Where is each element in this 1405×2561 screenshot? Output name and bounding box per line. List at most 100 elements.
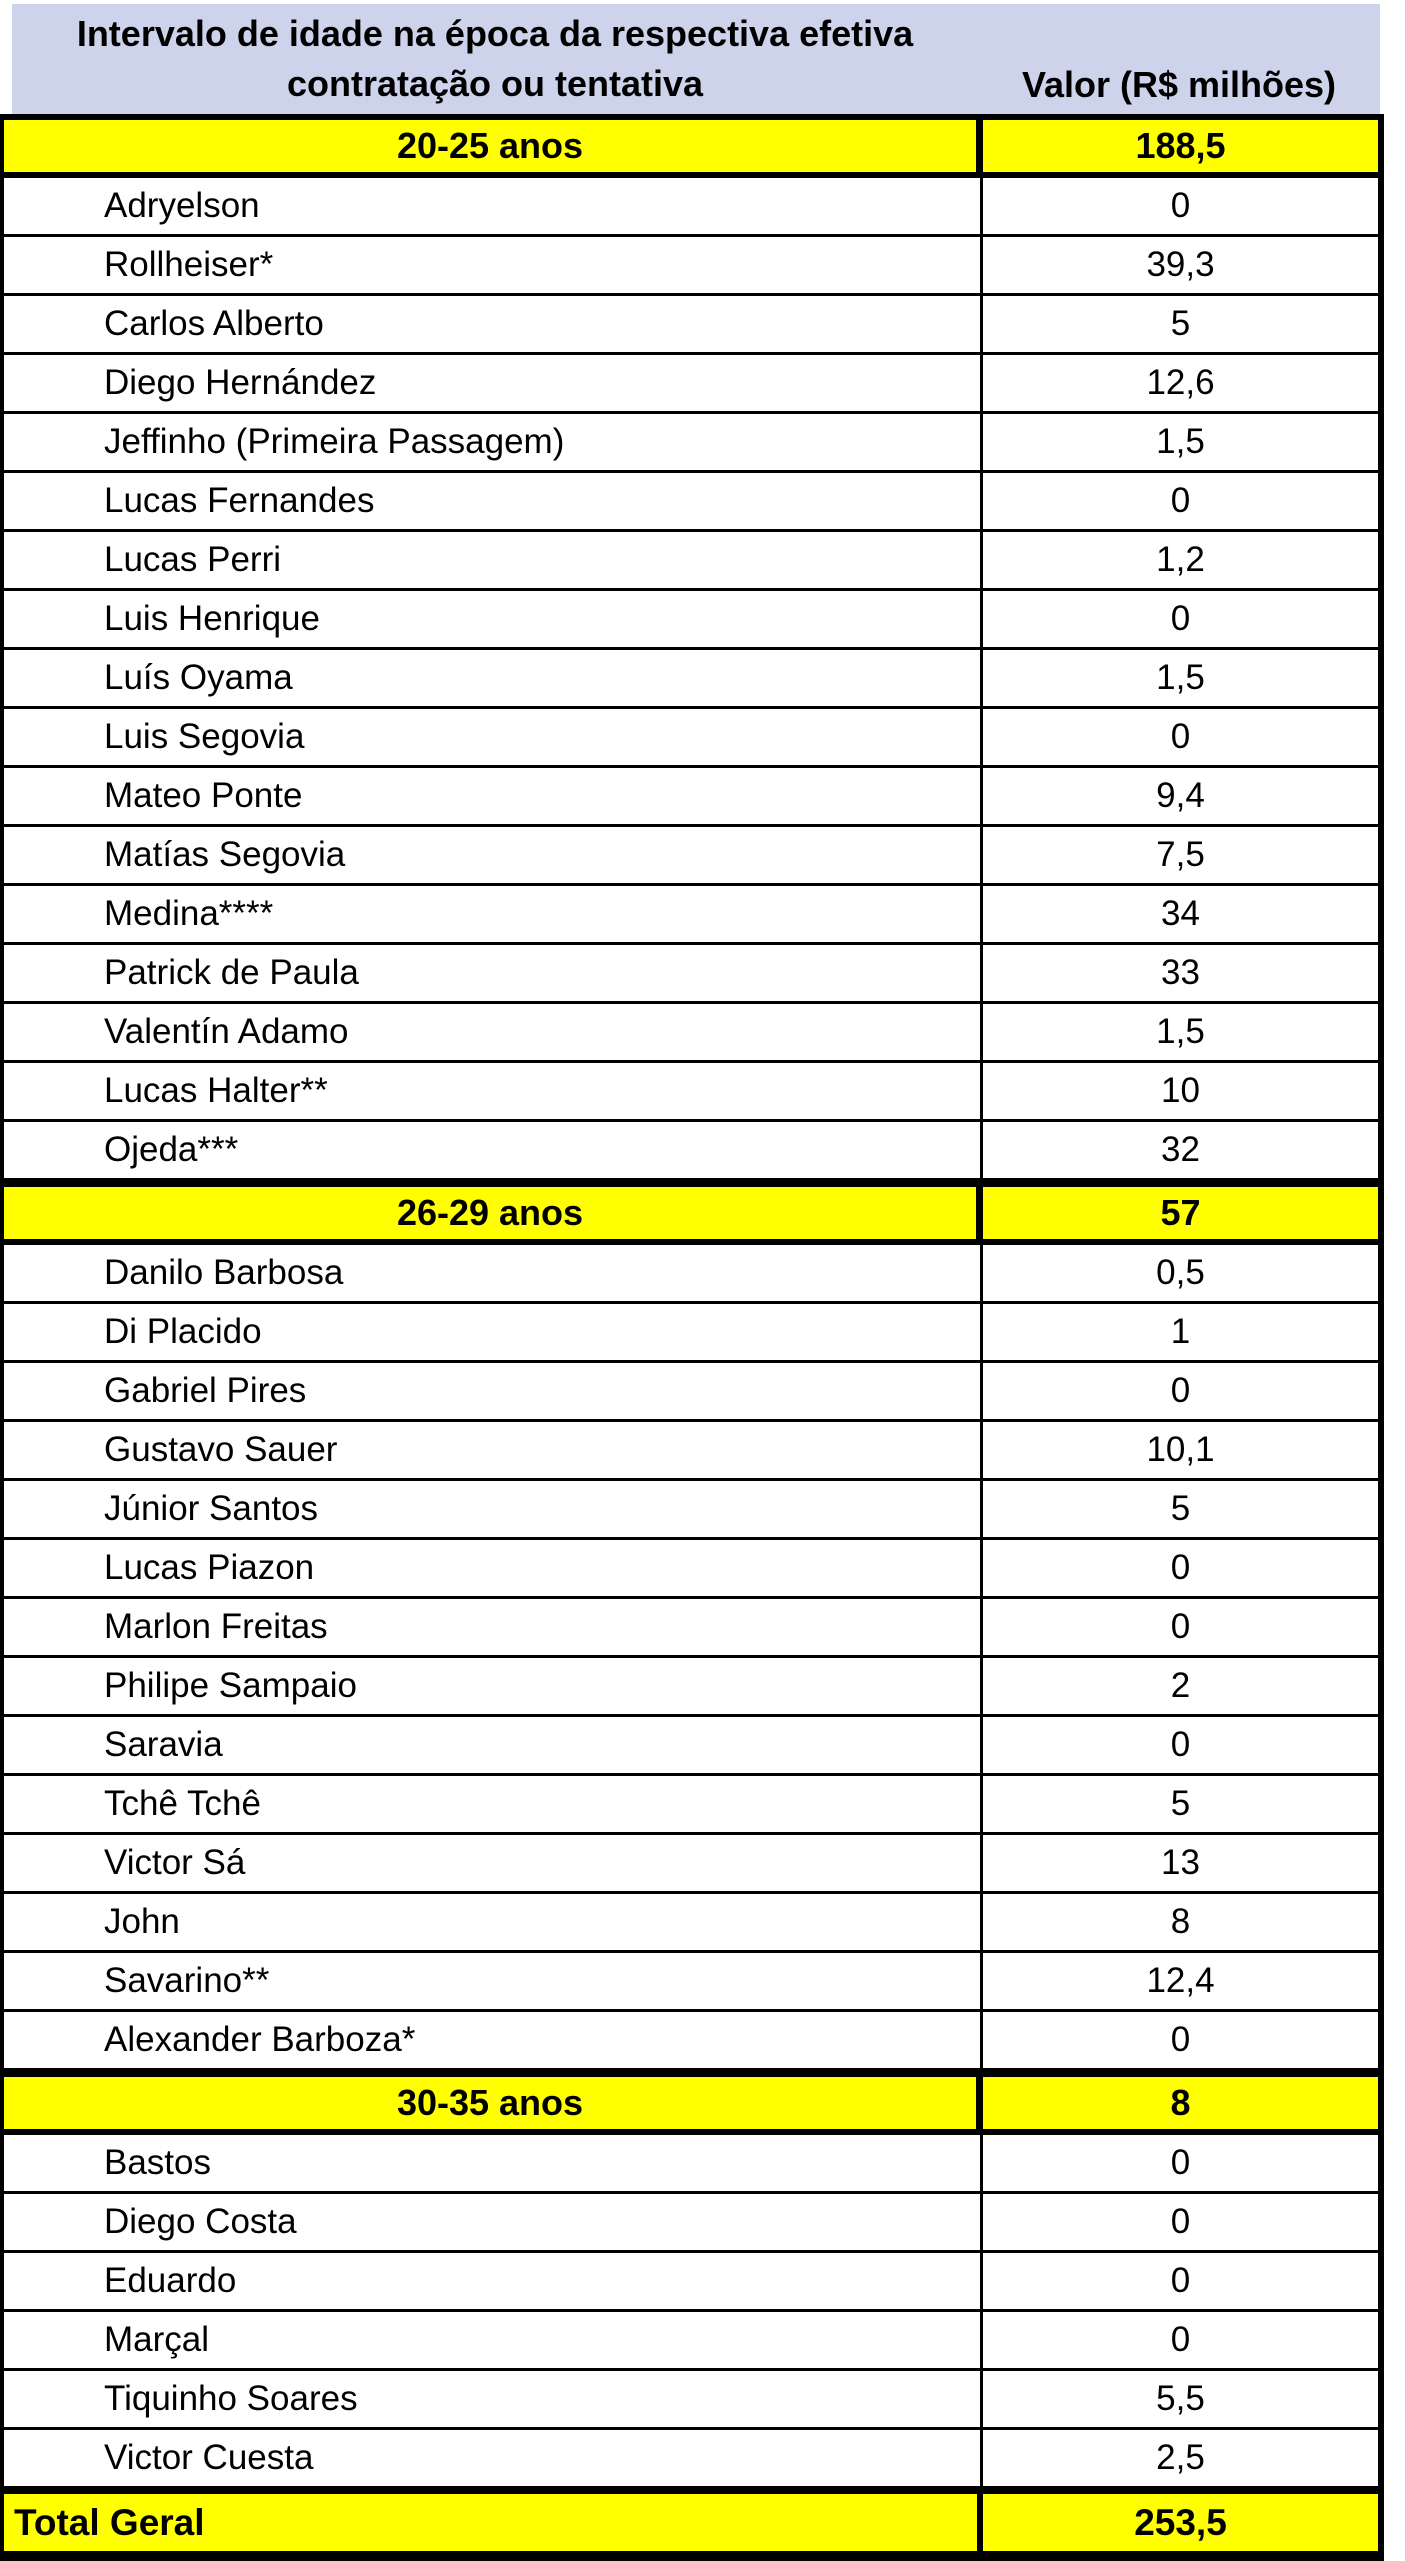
row-label: Matías Segovia: [4, 827, 983, 883]
player-row: Diego Hernández 12,6: [4, 355, 1378, 414]
player-row: Adryelson 0: [4, 178, 1378, 237]
row-label: Diego Hernández: [4, 355, 983, 411]
row-value: 1: [1170, 1312, 1191, 1351]
row-value: 2,5: [1156, 2438, 1205, 2477]
table-body: 20-25 anos 188,5 Adryelson 0 Rollheiser*…: [0, 114, 1384, 2561]
row-label: Júnior Santos: [4, 1481, 983, 1537]
row-label: Lucas Piazon: [4, 1540, 983, 1596]
row-value: 5: [1170, 304, 1191, 343]
player-row: Patrick de Paula 33: [4, 945, 1378, 1004]
row-label: Victor Cuesta: [4, 2430, 983, 2486]
row-value: 0: [1170, 186, 1191, 225]
player-row: Alexander Barboza* 0: [4, 2012, 1378, 2071]
row-label: Valentín Adamo: [4, 1004, 983, 1060]
row-value: 8: [1170, 1902, 1191, 1941]
player-row: Bastos 0: [4, 2135, 1378, 2194]
player-row: Tchê Tchê 5: [4, 1776, 1378, 1835]
row-label: 26-29 anos: [4, 1187, 983, 1239]
player-row: Mateo Ponte 9,4: [4, 768, 1378, 827]
row-label: Victor Sá: [4, 1835, 983, 1891]
row-label: Savarino**: [4, 1953, 983, 2009]
row-value: 8: [1170, 2082, 1191, 2123]
player-row: Júnior Santos 5: [4, 1481, 1378, 1540]
row-label: Luis Segovia: [4, 709, 983, 765]
player-row: Victor Cuesta 2,5: [4, 2430, 1378, 2489]
player-row: Marçal 0: [4, 2312, 1378, 2371]
player-row: Eduardo 0: [4, 2253, 1378, 2312]
row-value: 1,5: [1156, 422, 1205, 461]
player-row: Lucas Piazon 0: [4, 1540, 1378, 1599]
row-value: 57: [1160, 1192, 1201, 1233]
row-label: John: [4, 1894, 983, 1950]
row-label: Tiquinho Soares: [4, 2371, 983, 2427]
row-value: 34: [1161, 894, 1200, 933]
section-row: 20-25 anos 188,5: [4, 114, 1378, 178]
row-value: 1,2: [1156, 540, 1205, 579]
row-value: 5: [1170, 1784, 1191, 1823]
player-row: Gabriel Pires 0: [4, 1363, 1378, 1422]
row-label: Luís Oyama: [4, 650, 983, 706]
header-interval-column: Intervalo de idade na época da respectiv…: [12, 4, 978, 114]
row-label: Marlon Freitas: [4, 1599, 983, 1655]
row-label: Adryelson: [4, 178, 983, 234]
row-label: Medina****: [4, 886, 983, 942]
row-label: 30-35 anos: [4, 2077, 983, 2129]
row-label: Gabriel Pires: [4, 1363, 983, 1419]
row-value: 32: [1161, 1130, 1200, 1169]
row-label: Carlos Alberto: [4, 296, 983, 352]
player-row: Marlon Freitas 0: [4, 1599, 1378, 1658]
row-value: 9,4: [1156, 776, 1205, 815]
player-row: John 8: [4, 1894, 1378, 1953]
row-value: 0: [1170, 2020, 1191, 2059]
player-row: Saravia 0: [4, 1717, 1378, 1776]
player-row: Ojeda*** 32: [4, 1122, 1378, 1181]
row-value: 5: [1170, 1489, 1191, 1528]
player-row: Rollheiser* 39,3: [4, 237, 1378, 296]
player-row: Gustavo Sauer 10,1: [4, 1422, 1378, 1481]
row-label: Saravia: [4, 1717, 983, 1773]
row-label: Lucas Perri: [4, 532, 983, 588]
row-value: 0: [1170, 1548, 1191, 1587]
row-value: 13: [1161, 1843, 1200, 1882]
player-row: Lucas Fernandes 0: [4, 473, 1378, 532]
row-value: 0: [1170, 2143, 1191, 2182]
player-row: Luis Henrique 0: [4, 591, 1378, 650]
header-interval-label: Intervalo de idade na época da respectiv…: [76, 13, 914, 104]
row-value: 33: [1161, 953, 1200, 992]
row-value: 0: [1170, 1725, 1191, 1764]
table-header: Intervalo de idade na época da respectiv…: [12, 4, 1380, 114]
row-label: Rollheiser*: [4, 237, 983, 293]
row-value: 0: [1170, 1607, 1191, 1646]
total-row: Total Geral 253,5: [4, 2489, 1378, 2551]
player-row: Carlos Alberto 5: [4, 296, 1378, 355]
row-value: 0: [1170, 599, 1191, 638]
row-value: 0: [1170, 717, 1191, 756]
row-value: 0: [1170, 2320, 1191, 2359]
row-label: Mateo Ponte: [4, 768, 983, 824]
row-label: Marçal: [4, 2312, 983, 2368]
player-row: Di Placido 1: [4, 1304, 1378, 1363]
player-row: Tiquinho Soares 5,5: [4, 2371, 1378, 2430]
row-value: 1,5: [1156, 1012, 1205, 1051]
player-row: Danilo Barbosa 0,5: [4, 1245, 1378, 1304]
row-label: Jeffinho (Primeira Passagem): [4, 414, 983, 470]
row-value: 1,5: [1156, 658, 1205, 697]
player-row: Luís Oyama 1,5: [4, 650, 1378, 709]
row-value: 5,5: [1156, 2379, 1205, 2418]
player-row: Diego Costa 0: [4, 2194, 1378, 2253]
row-value: 39,3: [1146, 245, 1215, 284]
row-label: Di Placido: [4, 1304, 983, 1360]
row-label: Ojeda***: [4, 1122, 983, 1178]
player-row: Jeffinho (Primeira Passagem) 1,5: [4, 414, 1378, 473]
player-row: Lucas Perri 1,2: [4, 532, 1378, 591]
player-row: Matías Segovia 7,5: [4, 827, 1378, 886]
row-value: 2: [1170, 1666, 1191, 1705]
row-value: 253,5: [1134, 2501, 1227, 2543]
section-row: 26-29 anos 57: [4, 1181, 1378, 1245]
row-value: 188,5: [1135, 125, 1226, 166]
player-row: Lucas Halter** 10: [4, 1063, 1378, 1122]
row-value: 0: [1170, 1371, 1191, 1410]
player-row: Victor Sá 13: [4, 1835, 1378, 1894]
player-row: Medina**** 34: [4, 886, 1378, 945]
